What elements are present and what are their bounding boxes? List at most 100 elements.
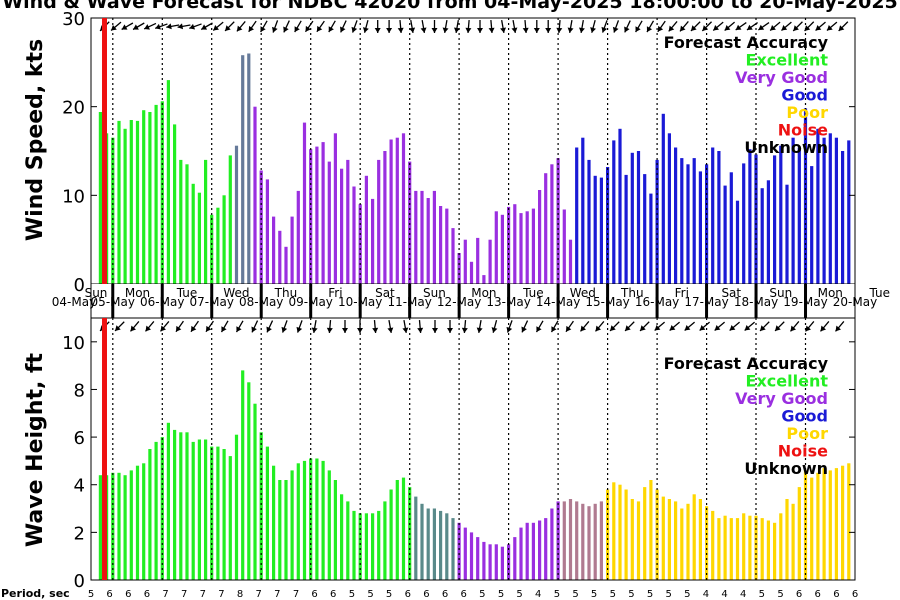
legend-title: Forecast Accuracy xyxy=(664,354,829,373)
bar-0-9 xyxy=(154,104,158,285)
bar-3-1 xyxy=(568,499,573,580)
bar-0-13 xyxy=(179,159,183,284)
direction-arrow xyxy=(774,321,785,332)
legend-entry: Poor xyxy=(786,103,828,122)
y-tick-label: 2 xyxy=(74,523,85,544)
direction-arrow xyxy=(668,20,678,32)
bar-3-10 xyxy=(636,151,641,284)
bar-4-11 xyxy=(674,501,678,580)
direction-arrow xyxy=(477,20,483,33)
bar-4-18 xyxy=(717,518,721,580)
day-labels: Sun04-MayMon05-MayTue06-MayWed07-MayThu0… xyxy=(52,284,890,318)
bar-4-29 xyxy=(785,499,789,580)
bar-3-22 xyxy=(711,147,715,284)
day-date-label: 12-May xyxy=(437,295,481,309)
direction-arrow xyxy=(351,20,358,33)
day-separator xyxy=(408,284,412,318)
bar-1-0 xyxy=(414,496,418,580)
bar-4-22 xyxy=(742,513,746,580)
direction-arrow xyxy=(590,20,596,33)
direction-arrow xyxy=(735,22,747,31)
bar-2-15 xyxy=(346,159,350,284)
bar-0-15 xyxy=(191,441,195,580)
y-tick-label: 0 xyxy=(74,571,85,592)
wind-day-gridlines xyxy=(112,18,807,284)
direction-arrow xyxy=(635,20,643,33)
bar-4-1 xyxy=(612,482,616,580)
period-value: 5 xyxy=(628,589,634,600)
period-value: 7 xyxy=(200,589,206,600)
bar-4-35 xyxy=(822,468,826,580)
period-value: 5 xyxy=(684,589,690,600)
bar-3-39 xyxy=(816,128,820,284)
day-name-label: Sat xyxy=(721,286,741,300)
bar-2-3 xyxy=(476,537,480,580)
bar-0-36 xyxy=(321,460,325,580)
bar-2-14 xyxy=(544,518,548,580)
direction-arrow xyxy=(712,21,724,31)
direction-arrow xyxy=(565,320,574,333)
bar-2-39 xyxy=(494,211,498,284)
bar-2-32 xyxy=(451,228,455,284)
period-value: 6 xyxy=(144,589,150,600)
bar-0-46 xyxy=(383,501,387,580)
bar-0-31 xyxy=(290,470,294,580)
bar-0-38 xyxy=(333,480,337,580)
period-value: 5 xyxy=(572,589,578,600)
day-date-label: 07-May xyxy=(190,295,234,309)
direction-arrow xyxy=(397,19,404,34)
direction-arrow xyxy=(781,21,792,31)
y-tick-label: 10 xyxy=(62,186,85,207)
period-value: 7 xyxy=(218,589,224,600)
bar-2-11 xyxy=(525,522,529,580)
bar-0-5 xyxy=(129,470,133,580)
bar-0-19 xyxy=(216,446,220,580)
bar-2-23 xyxy=(395,137,399,284)
bar-3-27 xyxy=(742,163,746,284)
bar-4-3 xyxy=(624,489,628,580)
bar-3-5 xyxy=(606,167,610,284)
wind-y-axis-label: Wind Speed, kts xyxy=(23,39,48,241)
bar-0-2 xyxy=(111,137,115,284)
bar-0-45 xyxy=(377,510,381,580)
bar-4-21 xyxy=(735,518,740,580)
direction-arrow xyxy=(224,21,235,32)
bar-3-44 xyxy=(847,140,851,284)
bar-3-15 xyxy=(667,133,671,284)
bar-3-31 xyxy=(766,180,770,284)
direction-arrow xyxy=(578,19,585,34)
direction-arrow xyxy=(838,21,849,32)
direction-arrow xyxy=(679,20,689,32)
day-date-label: 19-May xyxy=(783,295,827,309)
bar-2-28 xyxy=(426,198,430,284)
bar-2-4 xyxy=(278,230,282,284)
bar-4-5 xyxy=(636,501,641,580)
bar-4-39 xyxy=(847,463,851,580)
day-name-label: Wed xyxy=(223,286,249,300)
bar-4-30 xyxy=(791,503,795,580)
day-name-label: Tue xyxy=(176,286,198,300)
bar-2-15 xyxy=(550,508,554,580)
bar-0-47 xyxy=(389,489,393,580)
period-value: 6 xyxy=(405,589,411,600)
bar-0-27 xyxy=(265,446,269,580)
direction-arrow xyxy=(132,22,145,31)
bar-2-9 xyxy=(309,149,313,284)
period-value: 6 xyxy=(330,589,336,600)
direction-arrow xyxy=(372,319,379,334)
direction-arrow xyxy=(374,20,381,33)
bar-0-7 xyxy=(142,463,146,580)
bar-3-30 xyxy=(760,188,764,284)
bar-2-1 xyxy=(463,527,467,580)
day-separator xyxy=(358,284,362,318)
bar-2-29 xyxy=(432,190,436,284)
bar-0-30 xyxy=(284,480,288,580)
bar-3-19 xyxy=(692,158,696,284)
day-date-label: 11-May xyxy=(387,295,431,309)
day-date-label: 14-May xyxy=(536,295,580,309)
bar-0-6 xyxy=(135,465,140,580)
day-date-label: 18-May xyxy=(734,295,778,309)
bar-3-43 xyxy=(841,151,845,284)
bar-2-5 xyxy=(284,246,288,284)
bar-0-16 xyxy=(197,192,201,284)
